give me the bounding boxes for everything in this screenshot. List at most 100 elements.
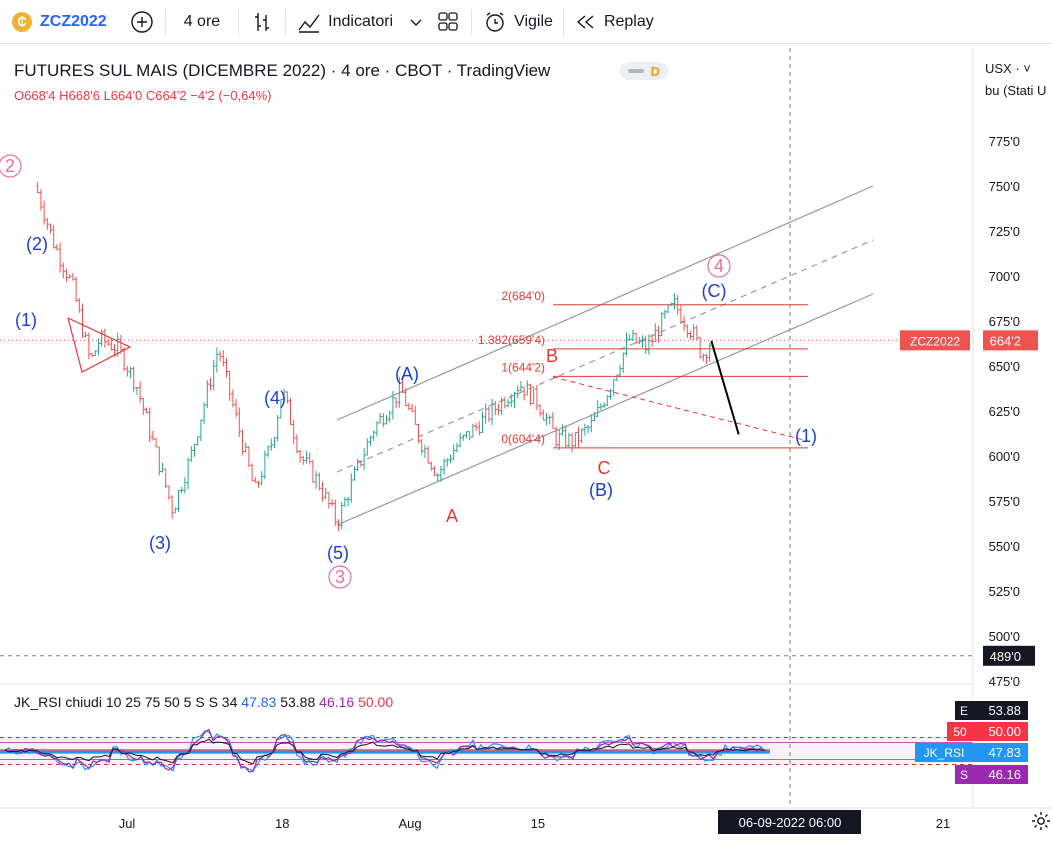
- price-tick-label: 725'0: [989, 224, 1020, 239]
- price-bar: [426, 446, 430, 464]
- rsi-badge-tag[interactable]: [955, 765, 973, 784]
- wave-label[interactable]: (4): [264, 388, 286, 408]
- price-bar: [576, 426, 581, 448]
- delayed-data-badge[interactable]: D: [620, 62, 668, 80]
- price-bar: [516, 385, 520, 399]
- chart-legend-title[interactable]: FUTURES SUL MAIS (DICEMBRE 2022) · 4 ore…: [14, 61, 550, 81]
- rsi-badge-tag[interactable]: [947, 722, 973, 741]
- rsi-badge-value[interactable]: [973, 743, 1028, 762]
- currency-unit-selector[interactable]: USX · ˅ bu (Stati U: [985, 58, 1046, 102]
- interval-button[interactable]: 4 ore: [176, 0, 228, 44]
- alert-button[interactable]: Vigile: [482, 0, 553, 44]
- price-tick-label: 750'0: [989, 179, 1020, 194]
- channel-upper-line[interactable]: [336, 185, 874, 421]
- ohlc-high: H668'6: [59, 88, 100, 103]
- price-bar: [708, 343, 712, 363]
- rsi-badge-value[interactable]: [973, 701, 1028, 720]
- price-bar: [244, 442, 248, 453]
- price-bar: [704, 353, 709, 365]
- toolbar-divider: [471, 8, 473, 35]
- price-axis[interactable]: 775'0 750'0 725'0 700'0 675'0 650'0 625'0 600'0…: [900, 48, 1052, 808]
- rsi-panel[interactable]: [0, 728, 973, 773]
- wave-label[interactable]: 4: [714, 256, 724, 276]
- triangle-drawing[interactable]: [67, 317, 132, 373]
- trend-channel[interactable]: [336, 185, 874, 526]
- price-bar: [615, 374, 619, 382]
- price-bar: [653, 323, 657, 343]
- wave-label[interactable]: 3: [335, 567, 345, 587]
- rsi-badge-tag-text: 50: [953, 725, 967, 739]
- wave-label[interactable]: (2): [26, 234, 48, 254]
- indicators-button[interactable]: Indicatori: [296, 0, 425, 44]
- price-bar: [522, 386, 526, 401]
- wave-label[interactable]: (3): [149, 533, 171, 553]
- crosshair-price-text: 489'0: [990, 649, 1021, 664]
- price-bar: [496, 403, 501, 415]
- last-price-tag[interactable]: [983, 330, 1038, 351]
- time-axis[interactable]: Jul 18 Aug 15 21 06-09-2022 06:00: [0, 807, 1052, 834]
- rsi-badge-value[interactable]: [973, 722, 1028, 741]
- price-bar: [423, 444, 427, 458]
- rsi-badge-value-text: 53.88: [988, 703, 1021, 718]
- compare-button[interactable]: [129, 0, 155, 44]
- chart-canvas[interactable]: 2(684'0) 1.382(659'4) 1(644'2) 0(604'4) 2 (2…: [0, 45, 1052, 842]
- wave-label[interactable]: B: [546, 346, 558, 366]
- fib-diagonal[interactable]: [552, 376, 809, 442]
- price-tick-label: 775'0: [989, 134, 1020, 149]
- fibonacci-levels[interactable]: 2(684'0) 1.382(659'4) 1(644'2) 0(604'4): [478, 289, 809, 449]
- wave-label[interactable]: (1): [15, 310, 37, 330]
- price-bar: [416, 423, 421, 444]
- add-circle-icon: [131, 10, 153, 33]
- price-bar: [74, 276, 78, 302]
- price-bar: [186, 457, 190, 490]
- rsi-badge-tag-text: JK_RSI: [924, 746, 965, 760]
- price-bar: [484, 403, 488, 424]
- price-bar: [701, 353, 705, 362]
- price-bar: [180, 486, 184, 494]
- price-bar: [583, 423, 587, 436]
- price-bar: [410, 404, 414, 413]
- drawings[interactable]: 2 (2) (1) (3) (4) (5) 3 (A) A B C(B) (C) 4 (1): [0, 154, 817, 589]
- price-bar: [464, 431, 469, 439]
- channel-median-line[interactable]: [336, 239, 874, 473]
- price-bar: [586, 424, 590, 434]
- wave-label[interactable]: (A): [395, 364, 419, 384]
- price-bar: [128, 366, 133, 379]
- wave-label[interactable]: (B): [589, 480, 613, 500]
- channel-lower-line[interactable]: [336, 293, 874, 526]
- rsi-badge-value[interactable]: [973, 765, 1028, 784]
- wave-label[interactable]: A: [446, 506, 458, 526]
- rsi-badge-tag[interactable]: [955, 701, 973, 720]
- symbol-price-tag[interactable]: [900, 330, 970, 351]
- symbol-search-button[interactable]: ₵ ZCZ2022: [0, 0, 107, 44]
- wave-label[interactable]: C: [598, 458, 611, 478]
- price-bar: [250, 463, 254, 482]
- price-bar: [413, 406, 417, 425]
- price-bar: [560, 424, 565, 436]
- chart-type-button[interactable]: [249, 0, 275, 44]
- price-bar: [215, 347, 219, 373]
- projection-line[interactable]: [710, 340, 740, 435]
- price-bar: [384, 414, 389, 425]
- price-bar: [352, 466, 357, 481]
- delayed-badge-letter: D: [650, 63, 660, 79]
- alert-label: Vigile: [514, 12, 553, 30]
- price-bar: [256, 480, 261, 488]
- wave-label[interactable]: 2: [5, 156, 15, 176]
- rsi-legend[interactable]: JK_RSI chiudi 10 25 75 50 5 S S 34 47.83…: [14, 694, 393, 710]
- layouts-button[interactable]: [435, 0, 461, 44]
- replay-button[interactable]: Replay: [574, 0, 654, 44]
- price-bar: [96, 338, 101, 356]
- legend-dot: ·: [384, 61, 396, 80]
- wave-label[interactable]: (1): [795, 426, 817, 446]
- gear-icon[interactable]: [1030, 810, 1052, 832]
- wave-label[interactable]: (C): [702, 281, 727, 301]
- price-bar: [314, 470, 318, 489]
- price-bar: [698, 337, 702, 359]
- price-bar: [247, 445, 251, 467]
- price-bar: [292, 419, 296, 445]
- rsi-badge-tag[interactable]: [915, 743, 973, 762]
- price-bar: [349, 473, 353, 503]
- wave-label[interactable]: (5): [327, 543, 349, 563]
- price-bar: [330, 499, 334, 507]
